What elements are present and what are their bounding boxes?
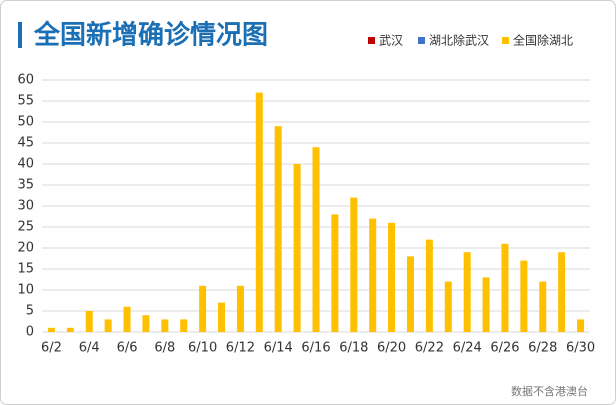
x-tick-label: 6/24	[453, 341, 482, 356]
bar	[577, 319, 585, 332]
legend-label: 全国除湖北	[513, 33, 573, 48]
chart-title: 全国新增确诊情况图	[33, 20, 268, 51]
legend-label: 武汉	[379, 34, 403, 48]
x-tick-label: 6/28	[528, 341, 557, 356]
y-tick-label: 30	[17, 199, 34, 214]
bar	[388, 222, 396, 332]
y-tick-label: 55	[17, 94, 34, 109]
x-tick-label: 6/20	[377, 341, 406, 356]
bar	[444, 281, 452, 332]
bar	[142, 315, 150, 332]
x-tick-label: 6/10	[188, 341, 217, 356]
y-tick-label: 40	[17, 157, 34, 172]
x-tick-label: 6/6	[117, 341, 138, 356]
bar	[463, 252, 471, 332]
y-tick-label: 15	[17, 262, 34, 277]
y-tick-label: 25	[17, 220, 34, 235]
x-tick-label: 6/18	[339, 341, 368, 356]
legend-swatch	[368, 37, 375, 44]
bar	[425, 239, 433, 332]
bar	[161, 319, 169, 332]
x-tick-label: 6/16	[301, 341, 330, 356]
bar	[123, 306, 131, 332]
bar	[47, 327, 55, 332]
y-tick-label: 0	[26, 325, 34, 340]
bar	[331, 214, 339, 332]
bar	[406, 256, 414, 332]
y-tick-label: 60	[17, 73, 34, 88]
y-tick-label: 35	[17, 178, 34, 193]
bar	[274, 126, 282, 332]
legend-swatch	[418, 37, 425, 44]
x-tick-label: 6/12	[226, 341, 255, 356]
bar	[218, 302, 226, 332]
bar	[66, 327, 74, 332]
bar	[482, 277, 490, 332]
bar	[104, 319, 112, 332]
bar	[293, 164, 301, 332]
bar	[255, 92, 263, 332]
x-tick-label: 6/2	[41, 341, 62, 356]
x-tick-label: 6/4	[79, 341, 100, 356]
bar	[501, 243, 509, 332]
x-tick-label: 6/26	[490, 341, 519, 356]
bar	[539, 281, 547, 332]
legend-swatch	[502, 37, 509, 44]
y-tick-label: 45	[17, 136, 34, 151]
x-tick-label: 6/8	[154, 341, 175, 356]
y-tick-label: 20	[17, 241, 34, 256]
bar	[369, 218, 377, 332]
x-tick-label: 6/22	[415, 341, 444, 356]
bar	[236, 285, 244, 332]
bar	[520, 260, 528, 332]
y-tick-label: 5	[26, 304, 34, 319]
bar	[180, 319, 188, 332]
y-tick-label: 10	[17, 283, 34, 298]
note: 数据不含港澳台	[511, 384, 588, 398]
x-tick-label: 6/30	[566, 341, 595, 356]
y-tick-label: 50	[17, 115, 34, 130]
legend-label: 湖北除武汉	[429, 33, 489, 48]
title-marker	[18, 22, 22, 48]
x-tick-label: 6/14	[264, 341, 293, 356]
bar	[312, 147, 320, 332]
bar	[199, 285, 207, 332]
bar	[558, 252, 566, 332]
bar	[85, 311, 93, 332]
bar	[350, 197, 358, 332]
